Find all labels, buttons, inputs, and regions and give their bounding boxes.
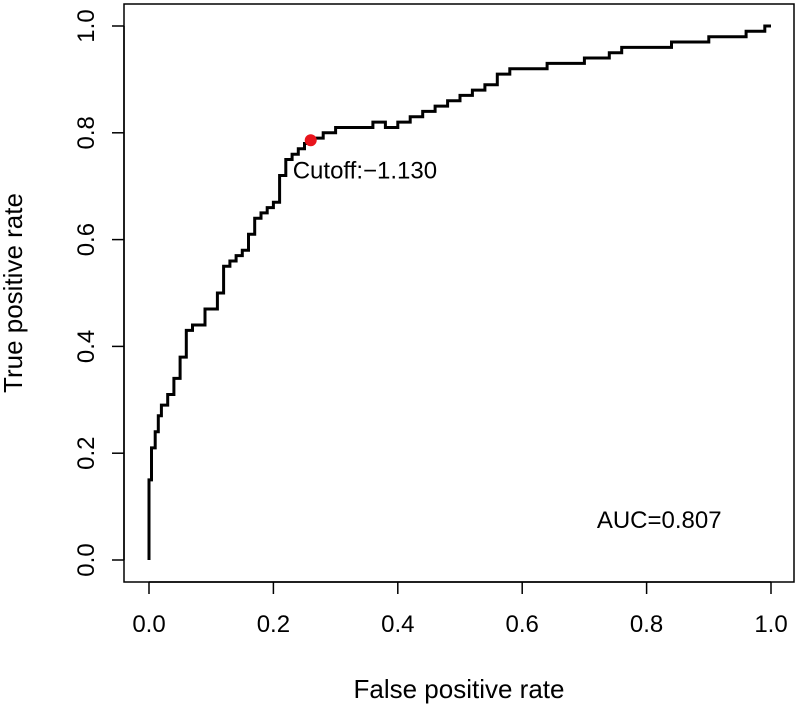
- points-layer: Cutoff:−1.130: [293, 134, 437, 184]
- x-tick-label: 1.0: [754, 611, 787, 638]
- cutoff-label: Cutoff:−1.130: [293, 157, 437, 184]
- x-axis-label: False positive rate: [354, 674, 565, 704]
- x-tick-label: 0.4: [381, 611, 414, 638]
- auc-annotation: AUC=0.807: [597, 507, 722, 534]
- y-axis: 0.0 0.2 0.4 0.6 0.8 1.0: [73, 9, 125, 577]
- y-tick-label: 0.2: [73, 437, 100, 470]
- y-tick-label: 1.0: [73, 9, 100, 42]
- y-tick-label: 0.8: [73, 116, 100, 149]
- y-tick-label: 0.0: [73, 543, 100, 576]
- y-tick-label: 0.4: [73, 330, 100, 363]
- annotation-layer: AUC=0.807: [597, 507, 722, 534]
- y-axis-label: True positive rate: [0, 193, 28, 393]
- series-layer: [147, 24, 771, 560]
- roc-curve-line: [147, 24, 771, 560]
- y-tick-label: 0.6: [73, 223, 100, 256]
- cutoff-point: [304, 134, 317, 147]
- x-tick-label: 0.2: [257, 611, 290, 638]
- x-tick-label: 0.6: [506, 611, 539, 638]
- x-tick-label: 0.8: [630, 611, 663, 638]
- x-tick-label: 0.0: [132, 611, 165, 638]
- x-axis: 0.0 0.2 0.4 0.6 0.8 1.0: [132, 581, 788, 638]
